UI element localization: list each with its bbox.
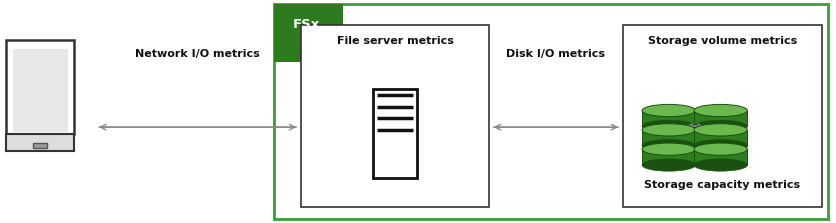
Bar — [6, 134, 74, 151]
Bar — [301, 25, 489, 207]
Bar — [6, 40, 74, 134]
Text: Disk I/O metrics: Disk I/O metrics — [507, 49, 605, 58]
Bar — [373, 89, 416, 178]
Ellipse shape — [642, 159, 696, 171]
Polygon shape — [694, 130, 747, 146]
Polygon shape — [694, 149, 747, 165]
Text: Network I/O metrics: Network I/O metrics — [135, 49, 260, 58]
Bar — [33, 143, 47, 148]
Text: FSx: FSx — [293, 18, 319, 31]
Ellipse shape — [694, 143, 747, 155]
Ellipse shape — [642, 140, 696, 152]
Text: File server metrics: File server metrics — [337, 36, 453, 46]
Text: Storage capacity metrics: Storage capacity metrics — [645, 180, 800, 190]
Polygon shape — [642, 130, 696, 146]
Bar — [274, 4, 343, 62]
Polygon shape — [642, 111, 696, 126]
Polygon shape — [642, 149, 696, 165]
Ellipse shape — [694, 159, 747, 171]
Ellipse shape — [694, 124, 747, 136]
Ellipse shape — [642, 120, 696, 132]
Text: Storage volume metrics: Storage volume metrics — [648, 36, 797, 46]
Bar — [623, 25, 822, 207]
Bar — [13, 49, 68, 132]
Text: ⊟: ⊟ — [315, 42, 322, 51]
Ellipse shape — [642, 104, 696, 117]
Ellipse shape — [694, 104, 747, 117]
Bar — [274, 4, 828, 219]
Polygon shape — [694, 111, 747, 126]
Ellipse shape — [694, 120, 747, 132]
Ellipse shape — [642, 143, 696, 155]
Ellipse shape — [642, 124, 696, 136]
Ellipse shape — [694, 140, 747, 152]
